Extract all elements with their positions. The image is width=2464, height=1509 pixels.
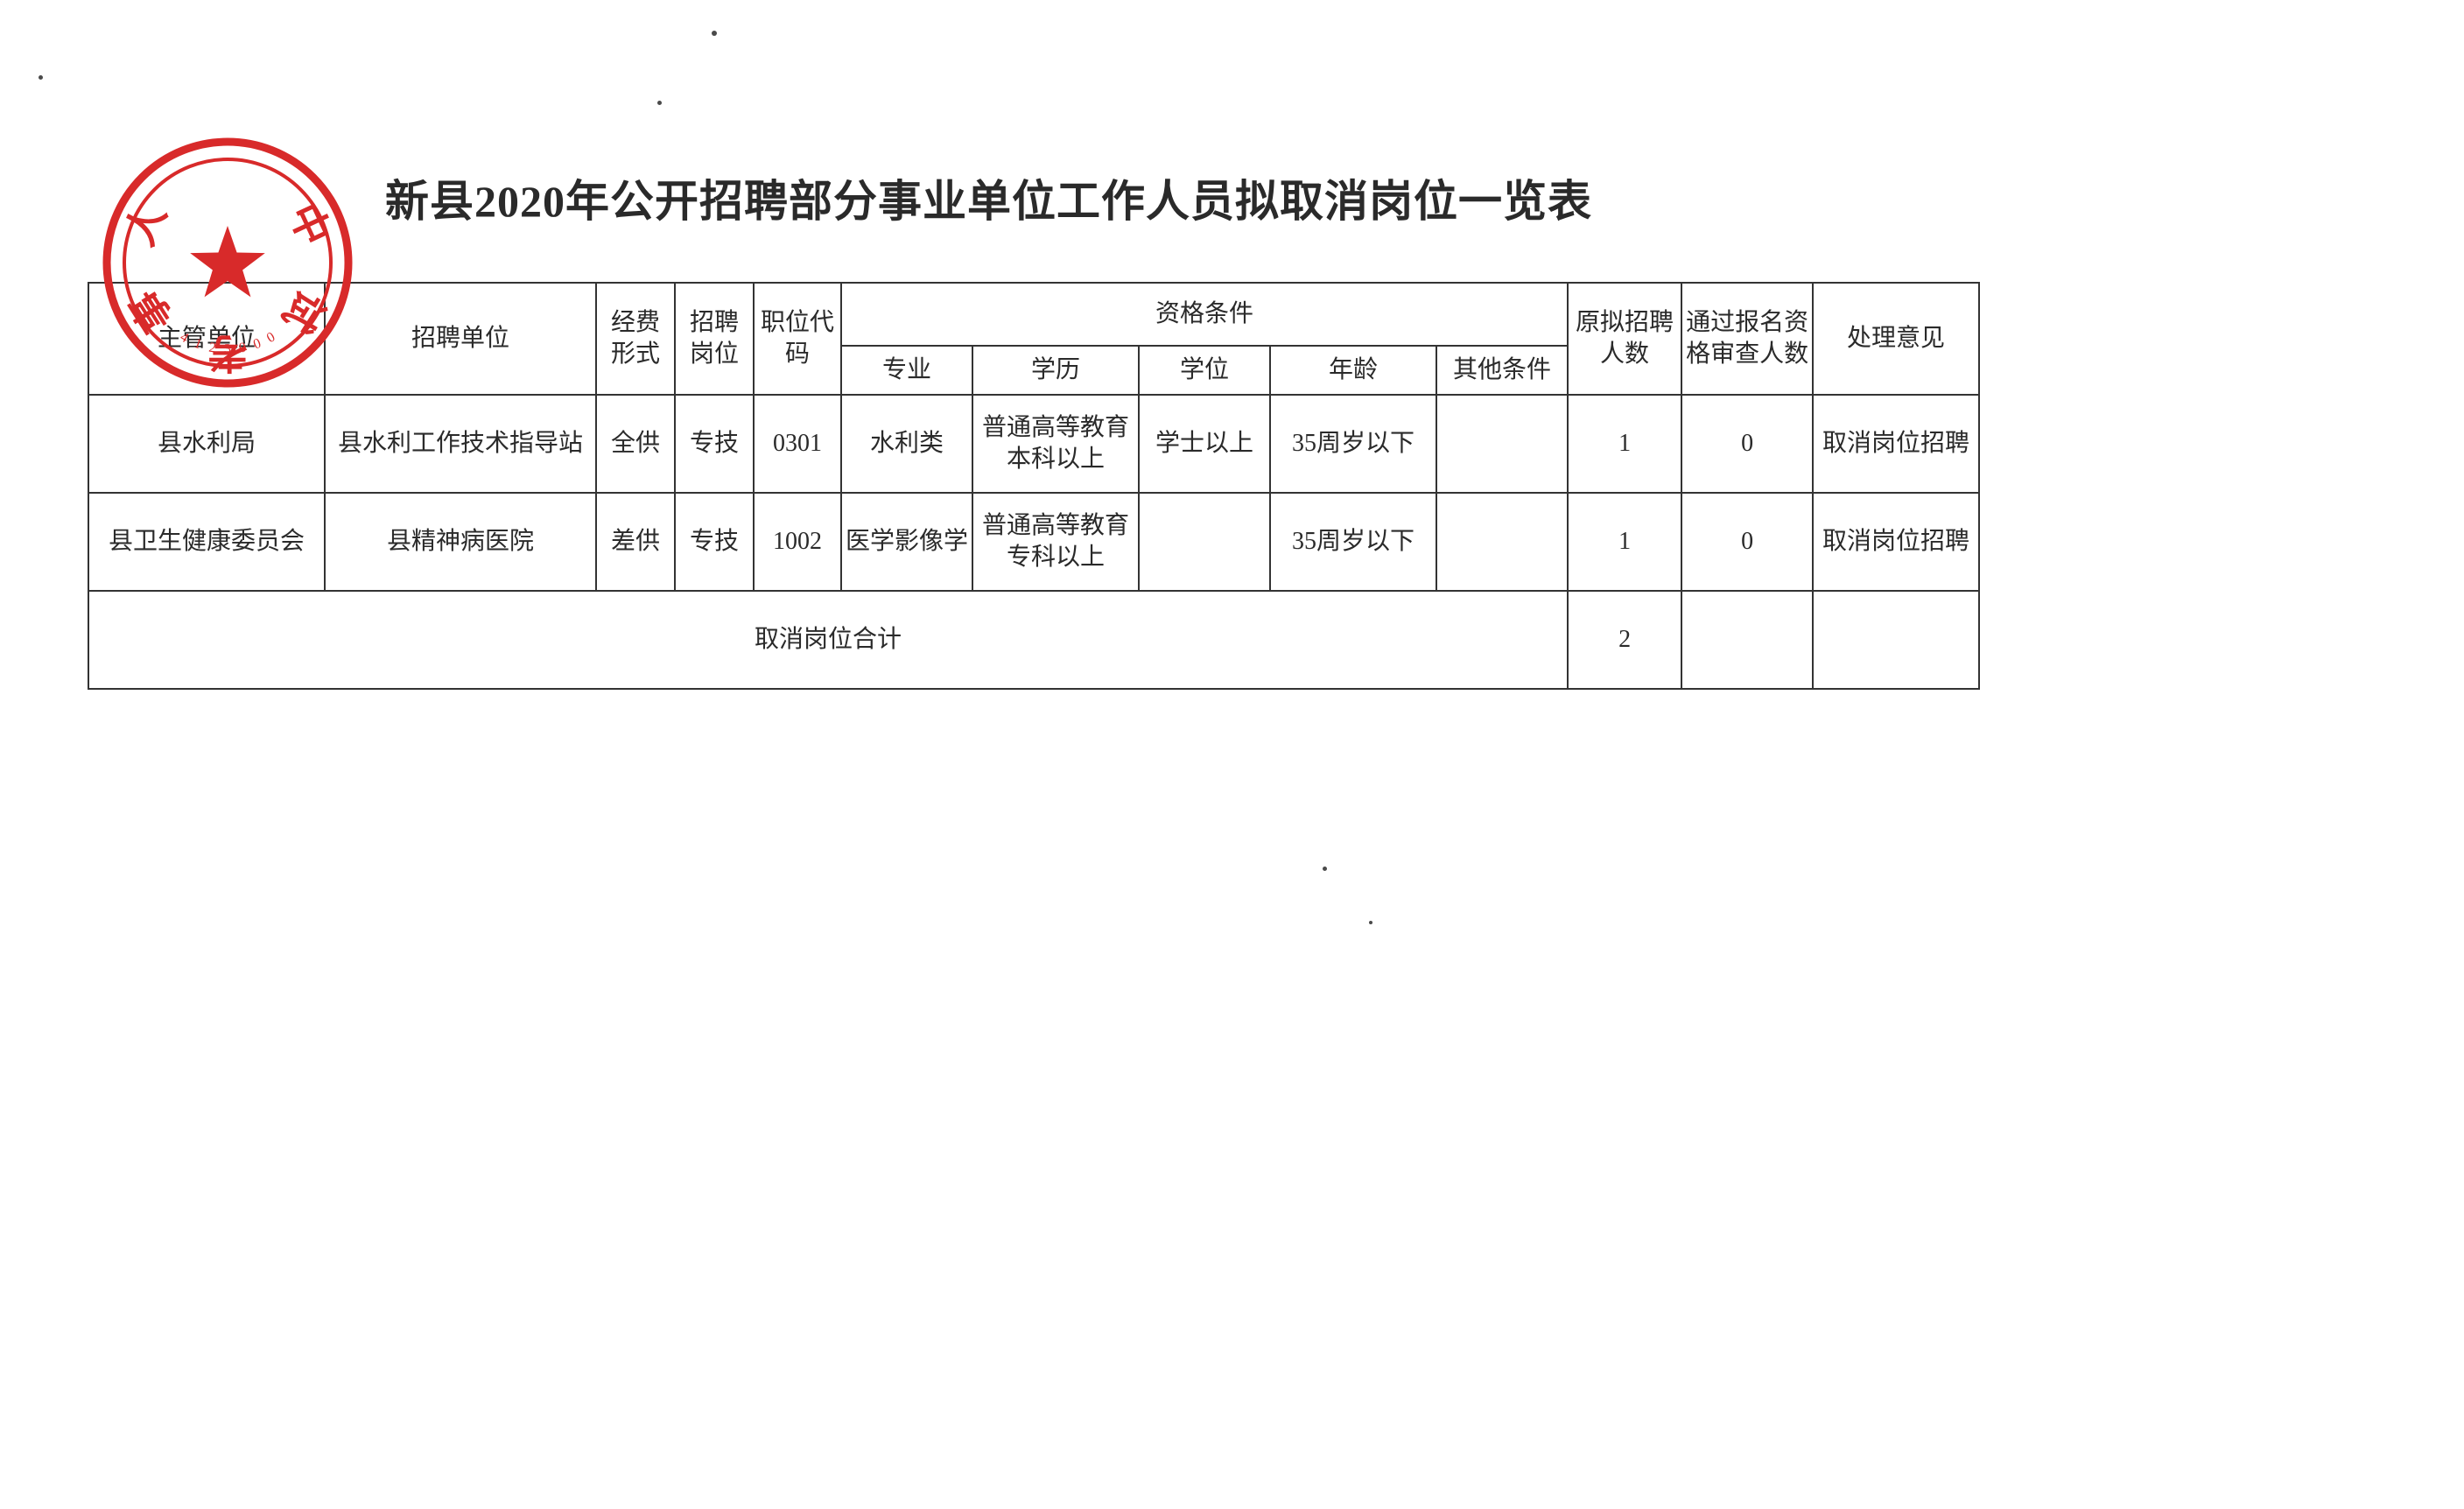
col-supervisor: 主管单位	[88, 283, 325, 395]
title-area: 新县2020年公开招聘部分事业单位工作人员拟取消岗位一览表	[385, 166, 2376, 229]
col-post-type: 招聘岗位	[675, 283, 754, 395]
total-empty	[1813, 591, 1979, 689]
total-empty	[1681, 591, 1813, 689]
speck	[1323, 867, 1327, 871]
table-row: 县卫生健康委员会县精神病医院差供专技1002医学影像学普通高等教育专科以上 35周…	[88, 493, 1979, 591]
col-other: 其他条件	[1436, 346, 1568, 395]
svg-text:中: 中	[280, 197, 338, 252]
cell-post_code: 0301	[754, 395, 841, 493]
cell-other	[1436, 493, 1568, 591]
cell-unit: 县水利工作技术指导站	[325, 395, 596, 493]
page-title: 新县2020年公开招聘部分事业单位工作人员拟取消岗位一览表	[385, 166, 2376, 229]
cell-original_count: 1	[1568, 493, 1681, 591]
total-label: 取消岗位合计	[88, 591, 1568, 689]
cell-passed_count: 0	[1681, 395, 1813, 493]
cell-degree: 学士以上	[1139, 395, 1270, 493]
cell-post_type: 专技	[675, 395, 754, 493]
table-container: 主管单位 招聘单位 经费形式 招聘岗位 职位代码 资格条件 原拟招聘人数 通过报…	[88, 282, 2376, 690]
cell-age: 35周岁以下	[1270, 395, 1436, 493]
table-total-row: 取消岗位合计2	[88, 591, 1979, 689]
col-post-code: 职位代码	[754, 283, 841, 395]
col-unit: 招聘单位	[325, 283, 596, 395]
col-funding: 经费形式	[596, 283, 675, 395]
cell-major: 水利类	[841, 395, 972, 493]
cell-supervisor: 县卫生健康委员会	[88, 493, 325, 591]
col-age: 年龄	[1270, 346, 1436, 395]
cell-age: 35周岁以下	[1270, 493, 1436, 591]
col-qualifications: 资格条件	[841, 283, 1568, 346]
page-container: 人事考试中 4123000 新县2020年公开招聘部分事业单位工作人员拟取消岗位…	[0, 0, 2464, 742]
svg-text:人: 人	[117, 197, 175, 252]
col-degree: 学位	[1139, 346, 1270, 395]
col-education: 学历	[972, 346, 1139, 395]
cell-funding: 全供	[596, 395, 675, 493]
cell-other	[1436, 395, 1568, 493]
cell-supervisor: 县水利局	[88, 395, 325, 493]
speck	[39, 75, 43, 80]
positions-table: 主管单位 招聘单位 经费形式 招聘岗位 职位代码 资格条件 原拟招聘人数 通过报…	[88, 282, 1980, 690]
cell-unit: 县精神病医院	[325, 493, 596, 591]
col-original-count: 原拟招聘人数	[1568, 283, 1681, 395]
cell-funding: 差供	[596, 493, 675, 591]
cell-opinion: 取消岗位招聘	[1813, 395, 1979, 493]
speck	[657, 101, 662, 105]
cell-post_type: 专技	[675, 493, 754, 591]
table-header-row-1: 主管单位 招聘单位 经费形式 招聘岗位 职位代码 资格条件 原拟招聘人数 通过报…	[88, 283, 1979, 346]
cell-degree	[1139, 493, 1270, 591]
speck	[1369, 921, 1372, 924]
col-passed-count: 通过报名资格审查人数	[1681, 283, 1813, 395]
col-opinion: 处理意见	[1813, 283, 1979, 395]
cell-passed_count: 0	[1681, 493, 1813, 591]
cell-opinion: 取消岗位招聘	[1813, 493, 1979, 591]
cell-education: 普通高等教育专科以上	[972, 493, 1139, 591]
cell-education: 普通高等教育本科以上	[972, 395, 1139, 493]
cell-original_count: 1	[1568, 395, 1681, 493]
cell-post_code: 1002	[754, 493, 841, 591]
total-value: 2	[1568, 591, 1681, 689]
table-row: 县水利局县水利工作技术指导站全供专技0301水利类普通高等教育本科以上学士以上3…	[88, 395, 1979, 493]
speck	[712, 31, 717, 36]
cell-major: 医学影像学	[841, 493, 972, 591]
col-major: 专业	[841, 346, 972, 395]
